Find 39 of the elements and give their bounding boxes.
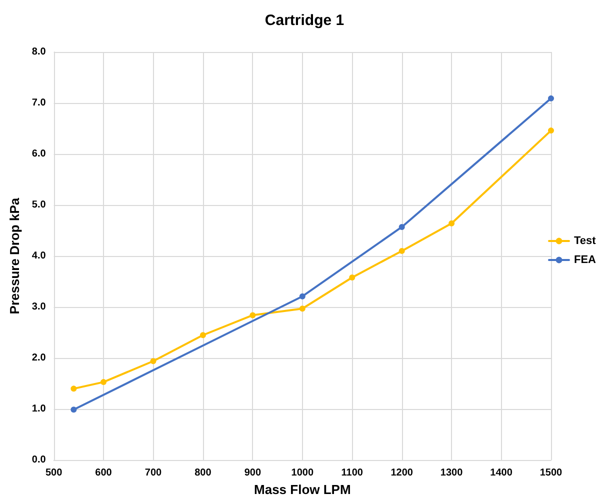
point: [448, 220, 455, 226]
x-tick-label: 1300: [440, 468, 464, 479]
y-tick-label: 3.0: [32, 302, 46, 313]
x-tick-label: 1100: [341, 468, 364, 479]
point: [299, 306, 306, 312]
y-tick-label: 7.0: [32, 98, 46, 109]
point: [150, 358, 156, 364]
y-tick-label: 0.0: [32, 454, 46, 466]
legend-label: FEA: [574, 254, 596, 266]
y-tick-label: 6.0: [32, 148, 46, 160]
point: [548, 128, 554, 134]
x-axis-title: Mass Flow LPM: [254, 482, 351, 497]
legend-label: Test: [574, 235, 596, 247]
point: [70, 406, 77, 413]
x-tick-label: 800: [194, 468, 212, 479]
point: [398, 248, 405, 254]
y-axis-title: Pressure Drop kPa: [7, 197, 22, 314]
chart-title: Cartridge 1: [264, 12, 344, 29]
x-tick-label: 900: [244, 468, 262, 479]
y-tick-label: 4.0: [32, 250, 46, 262]
point: [70, 386, 77, 392]
y-tick-label: 1.0: [32, 404, 46, 415]
x-tick-label: 1400: [490, 468, 513, 479]
x-tick-label: 500: [45, 468, 63, 479]
point: [548, 95, 554, 102]
y-tick-label: 5.0: [32, 200, 46, 211]
y-tick-label: 8.0: [32, 46, 46, 58]
point: [349, 274, 356, 280]
point: [398, 224, 405, 230]
y-tick-label: 2.0: [32, 352, 46, 364]
point: [100, 379, 107, 386]
x-tick-label: 600: [95, 468, 112, 479]
point: [200, 332, 206, 338]
point: [250, 312, 256, 318]
x-tick-label: 700: [144, 468, 162, 479]
x-tick-label: 1200: [390, 468, 414, 479]
x-tick-label: 1000: [291, 468, 314, 479]
x-tick-label: 1500: [540, 468, 563, 479]
point: [299, 293, 306, 300]
